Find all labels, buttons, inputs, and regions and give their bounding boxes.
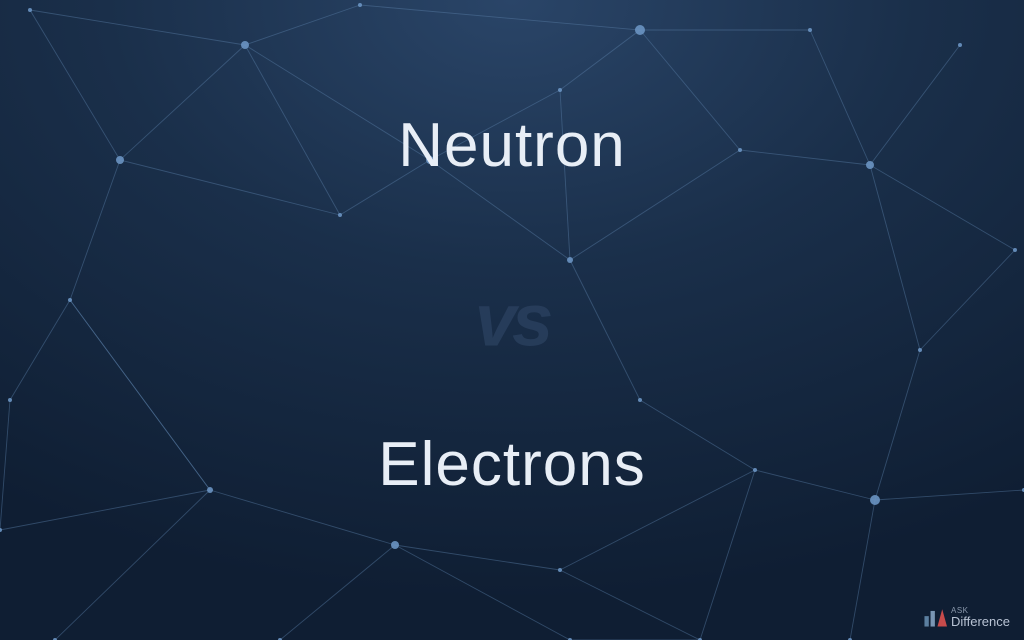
top-word: Neutron [398,110,626,181]
comparison-content: Neutron Electrons [0,0,1024,640]
bottom-word: Electrons [378,429,645,500]
brand-difference-text: Difference [951,615,1010,628]
brand-watermark: ASK Difference [921,604,1010,630]
brand-logo-icon [921,604,947,630]
